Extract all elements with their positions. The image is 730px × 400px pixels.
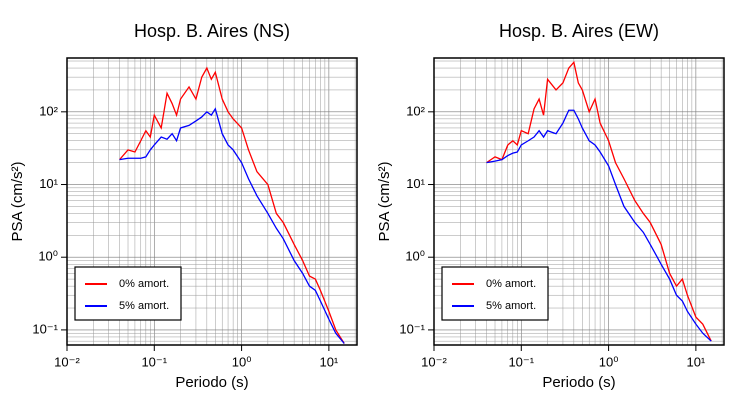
x-tick-label: 10¹ xyxy=(319,354,338,369)
legend: 0% amort. 5% amort. xyxy=(74,266,182,321)
chart-title: Hosp. B. Aires (NS) xyxy=(134,21,290,41)
x-tick-label: 10⁰ xyxy=(232,354,252,369)
x-axis-label: Periodo (s) xyxy=(542,374,615,391)
legend-label: 0% amort. xyxy=(119,278,169,290)
legend-box xyxy=(74,266,182,321)
x-tick-label: 10⁻¹ xyxy=(508,354,534,369)
y-tick-label: 10⁰ xyxy=(405,249,425,264)
series-line xyxy=(486,60,712,342)
plot-frame xyxy=(433,57,725,346)
legend: 0% amort. 5% amort. xyxy=(441,266,549,321)
x-tick-label: 10⁻¹ xyxy=(141,354,167,369)
y-axis-label: PSA (cm/s²) xyxy=(376,161,393,241)
series-line xyxy=(119,66,345,344)
x-tick-label: 10¹ xyxy=(686,354,705,369)
legend-label: 0% amort. xyxy=(486,278,536,290)
y-tick-label: 10⁻¹ xyxy=(32,321,58,336)
x-tick-label: 10⁰ xyxy=(599,354,619,369)
series-line xyxy=(486,109,712,342)
y-tick-label: 10⁰ xyxy=(38,249,58,264)
chart-title: Hosp. B. Aires (EW) xyxy=(499,21,659,41)
legend-label: 5% amort. xyxy=(119,300,169,312)
y-tick-label: 10¹ xyxy=(39,176,58,191)
legend-label: 5% amort. xyxy=(486,300,536,312)
y-tick-label: 10² xyxy=(39,103,58,118)
y-tick-label: 10² xyxy=(406,103,425,118)
y-tick-label: 10⁻¹ xyxy=(399,321,425,336)
x-axis-label: Periodo (s) xyxy=(175,374,248,391)
x-tick-label: 10⁻² xyxy=(421,354,447,369)
series-line xyxy=(119,107,345,344)
x-tick-label: 10⁻² xyxy=(54,354,80,369)
y-axis-label: PSA (cm/s²) xyxy=(9,161,26,241)
y-tick-label: 10¹ xyxy=(406,176,425,191)
legend-box xyxy=(441,266,549,321)
plot-frame xyxy=(66,57,358,346)
